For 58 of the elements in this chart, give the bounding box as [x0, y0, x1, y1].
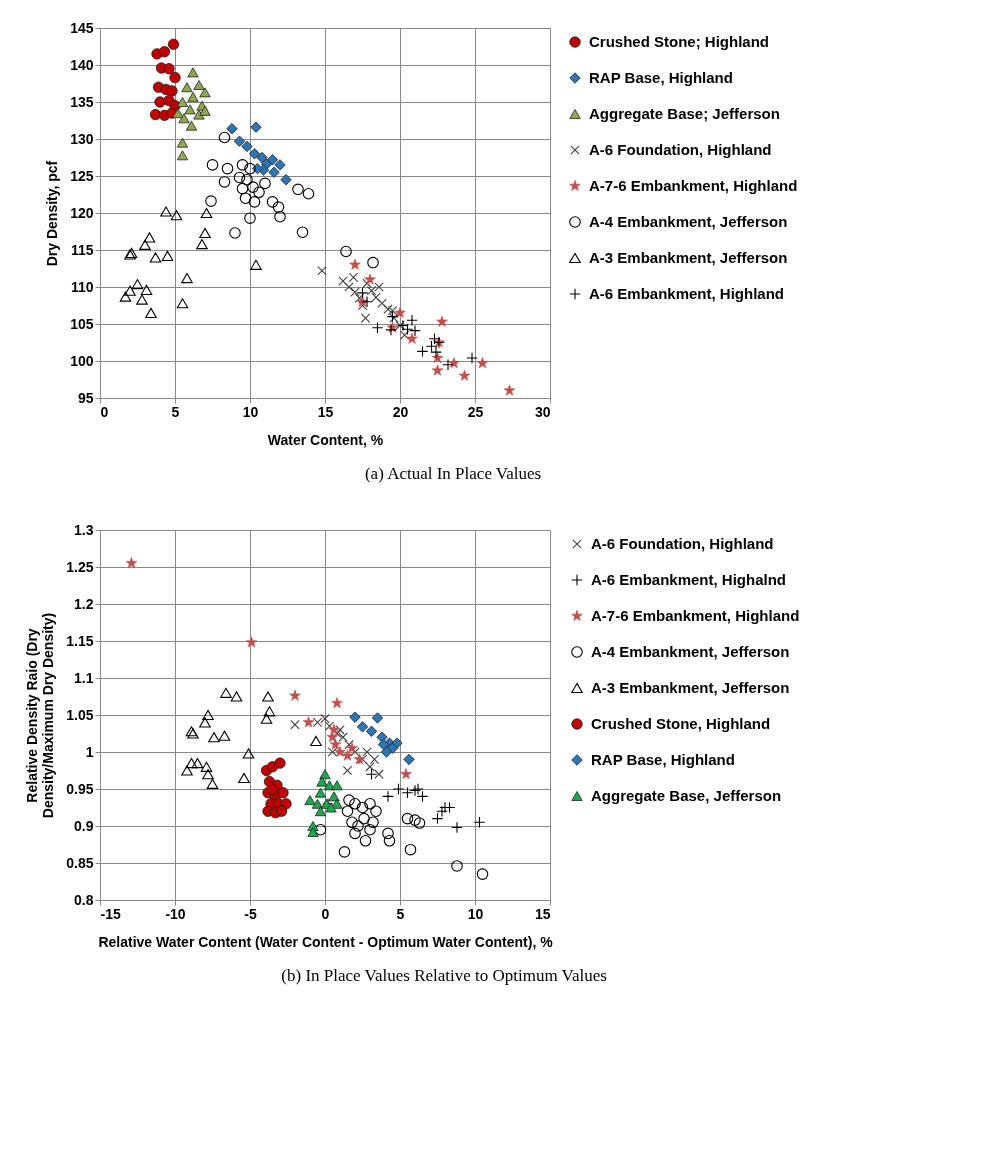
y-tick-label: 1.25: [66, 558, 94, 575]
y-tick-label: 0.9: [74, 817, 94, 834]
y-tick-label: 0.85: [66, 854, 94, 871]
y-axis-title: Dry Density, pcf: [44, 160, 61, 267]
legend-label: A-4 Embankment, Jefferson: [589, 213, 788, 230]
x-tick-label: 10: [242, 403, 259, 420]
y-tick-label: 1: [85, 743, 94, 760]
text: (a) Actual In Place Values: [364, 463, 542, 483]
x-tick-label: 15: [534, 905, 551, 922]
y-tick-label: 140: [70, 56, 94, 73]
y-tick-label: 145: [70, 19, 94, 36]
y-tick-label: 1.15: [66, 632, 94, 649]
legend-label: Crushed Stone; Highland: [589, 33, 769, 50]
x-tick-label: 10: [467, 905, 484, 922]
y-tick-label: 125: [70, 167, 94, 184]
legend-label: A-6 Embankment, Highland: [589, 285, 785, 302]
legend-label: RAP Base, Highland: [589, 69, 733, 86]
x-tick-label: 0: [321, 905, 330, 922]
text: (b) In Place Values Relative to Optimum Values: [281, 965, 607, 985]
y-tick-label: 120: [70, 204, 94, 221]
x-tick-label: 30: [534, 403, 551, 420]
x-tick-label: -15: [100, 905, 121, 922]
legend-label: A-4 Embankment, Jefferson: [591, 643, 790, 660]
legend-label: A-6 Foundation, Highland: [591, 535, 774, 552]
y-tick-label: 105: [70, 315, 94, 332]
x-tick-label: -10: [165, 905, 186, 922]
x-tick-label: 15: [317, 403, 334, 420]
legend-label: A-3 Embankment, Jefferson: [591, 679, 790, 696]
x-tick-label: 0: [100, 403, 109, 420]
legend-label: A-6 Embankment, Highalnd: [591, 571, 787, 588]
y-tick-label: 1.3: [74, 521, 94, 538]
y-tick-label: 135: [70, 93, 94, 110]
y-tick-label: 95: [77, 389, 94, 406]
x-tick-label: 20: [392, 403, 409, 420]
y-tick-label: 100: [70, 352, 94, 369]
y-tick-label: 0.8: [74, 891, 94, 908]
legend-label: A-7-6 Embankment, Highland: [589, 177, 798, 194]
legend-label: Aggregate Base, Jefferson: [591, 787, 782, 804]
x-tick-label: -5: [244, 905, 257, 922]
legend-label: Aggregate Base; Jefferson: [589, 105, 780, 122]
x-tick-label: 5: [171, 403, 180, 420]
x-axis-title: Relative Water Content (Water Content - Optimum Water Content), %: [98, 933, 554, 950]
y-tick-label: 110: [70, 278, 94, 295]
x-tick-label: 25: [467, 403, 484, 420]
legend-label: A-6 Foundation, Highland: [589, 141, 772, 158]
y-axis-title: Relative Density Raio (Dry Density/Maximum Dry Density): [24, 612, 57, 819]
x-axis-title: Water Content, %: [267, 431, 384, 448]
legend-label: A-7-6 Embankment, Highland: [591, 607, 800, 624]
y-tick-label: 115: [70, 241, 94, 258]
legend-label: RAP Base, Highland: [591, 751, 735, 768]
y-tick-label: 1.05: [66, 706, 94, 723]
legend-label: Crushed Stone, Highland: [591, 715, 771, 732]
y-tick-label: 1.2: [74, 595, 94, 612]
x-tick-label: 5: [396, 905, 405, 922]
legend-label: A-3 Embankment, Jefferson: [589, 249, 788, 266]
y-tick-label: 1.1: [74, 669, 94, 686]
y-tick-label: 0.95: [66, 780, 94, 797]
y-tick-label: 130: [70, 130, 94, 147]
